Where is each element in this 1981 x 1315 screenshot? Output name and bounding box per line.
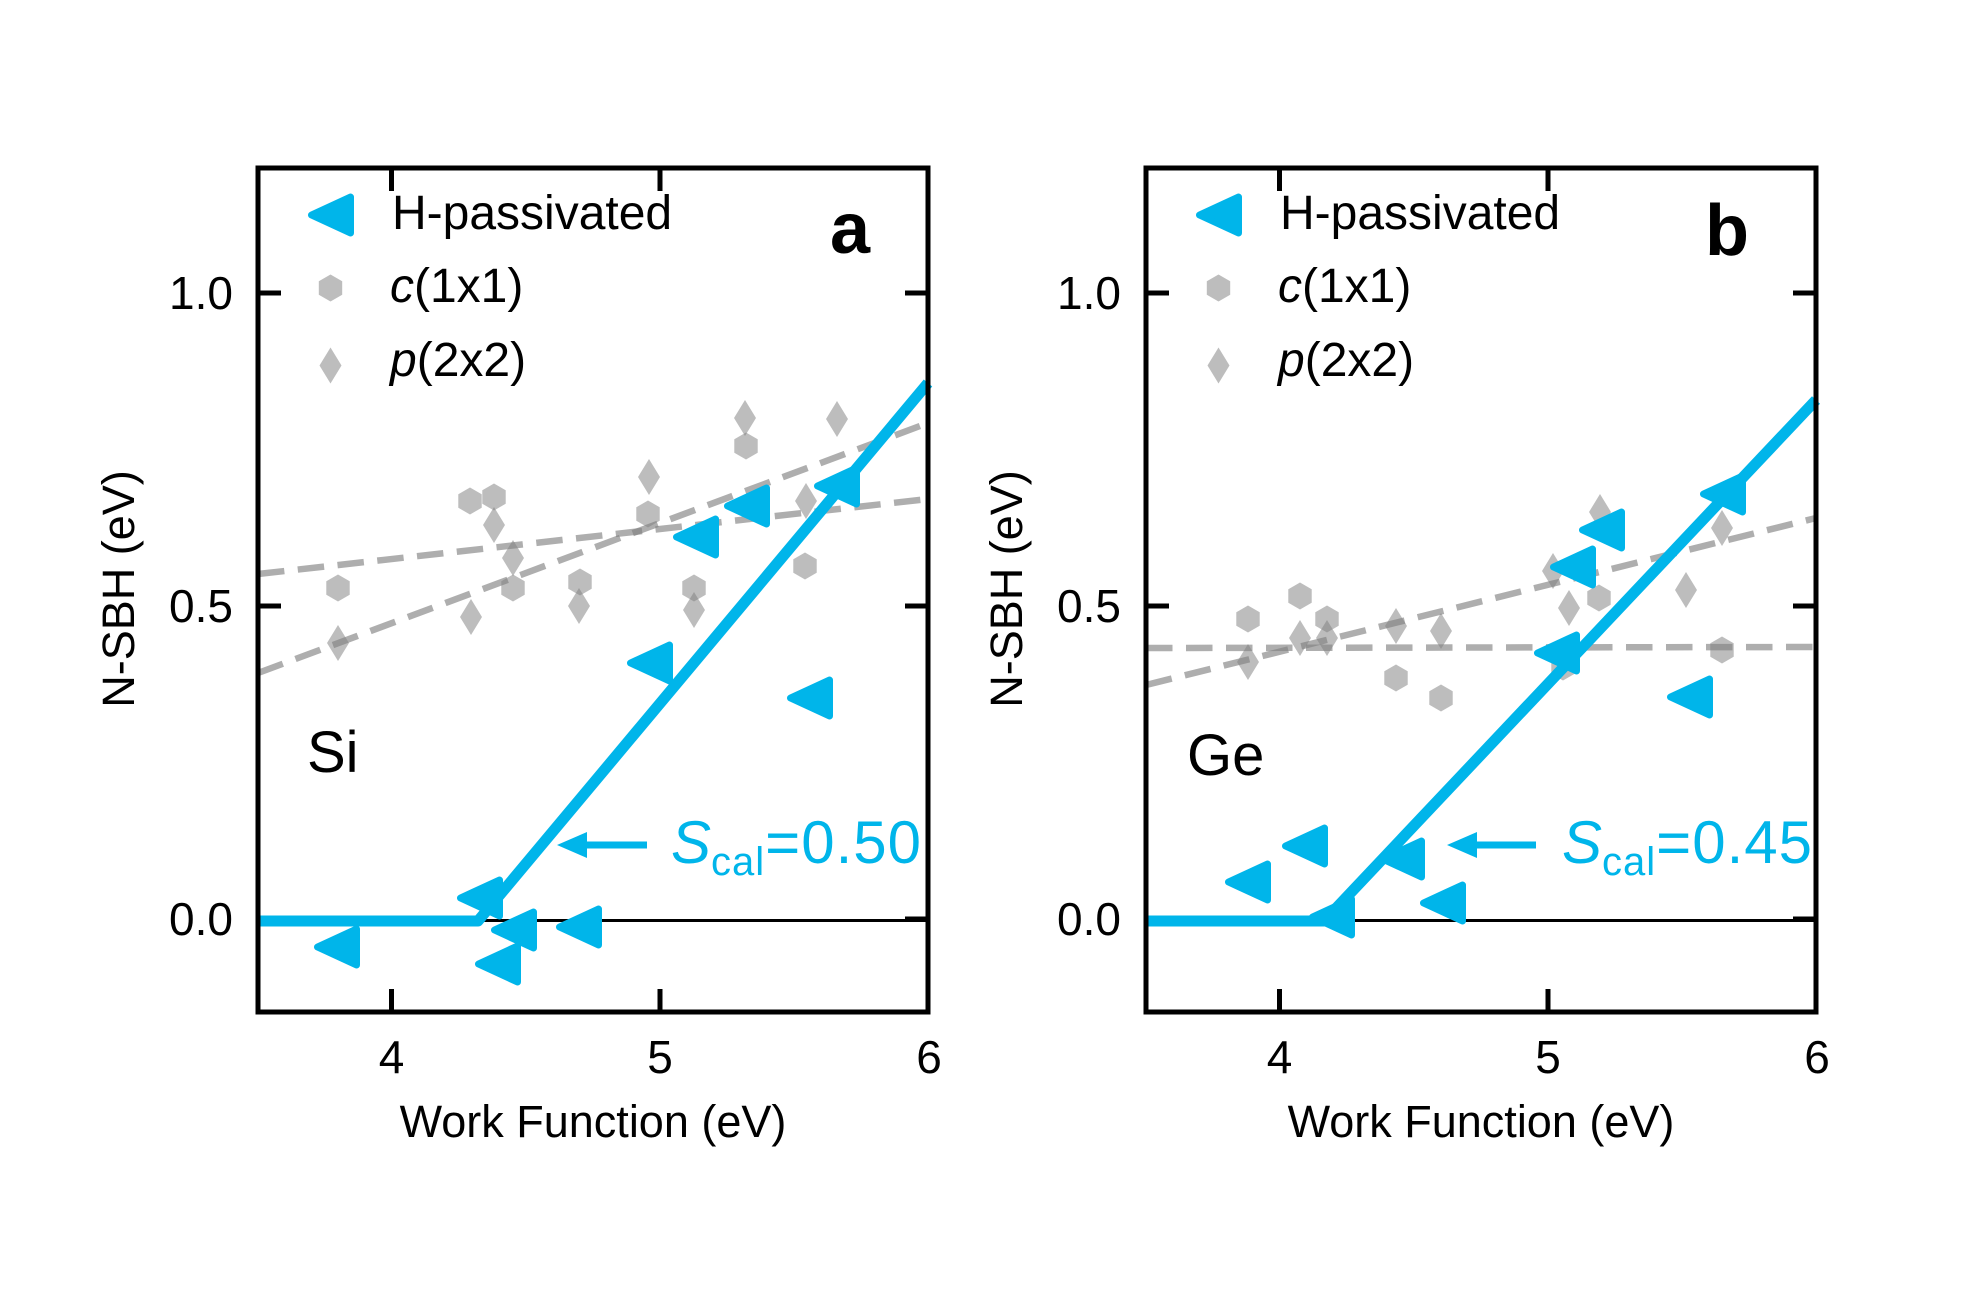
svg-text:4: 4	[379, 1031, 405, 1083]
svg-text:0.5: 0.5	[1057, 580, 1121, 632]
svg-text:0.0: 0.0	[169, 893, 233, 945]
svg-text:H-passivated: H-passivated	[392, 187, 672, 240]
svg-text:0.5: 0.5	[169, 580, 233, 632]
svg-text:Work Function (eV): Work Function (eV)	[1288, 1096, 1675, 1147]
svg-text:Work Function (eV): Work Function (eV)	[400, 1096, 787, 1147]
svg-text:c(1x1): c(1x1)	[1278, 260, 1411, 313]
svg-text:4: 4	[1267, 1031, 1293, 1083]
svg-text:1.0: 1.0	[1057, 267, 1121, 319]
svg-text:5: 5	[647, 1031, 673, 1083]
svg-text:a: a	[830, 189, 871, 269]
svg-text:Si: Si	[307, 720, 359, 785]
svg-text:6: 6	[1804, 1031, 1830, 1083]
svg-text:6: 6	[916, 1031, 942, 1083]
svg-text:N-SBH (eV): N-SBH (eV)	[981, 470, 1032, 708]
svg-text:b: b	[1705, 191, 1749, 271]
svg-text:Scal=0.45: Scal=0.45	[1562, 809, 1813, 884]
svg-text:0.0: 0.0	[1057, 893, 1121, 945]
svg-text:c(1x1): c(1x1)	[390, 260, 523, 313]
svg-text:1.0: 1.0	[169, 267, 233, 319]
svg-text:5: 5	[1535, 1031, 1561, 1083]
svg-text:Ge: Ge	[1187, 723, 1264, 788]
svg-text:p(2x2): p(2x2)	[1276, 334, 1414, 387]
svg-text:N-SBH (eV): N-SBH (eV)	[93, 470, 144, 708]
svg-text:Scal=0.50: Scal=0.50	[671, 809, 922, 884]
svg-text:p(2x2): p(2x2)	[388, 334, 526, 387]
svg-text:H-passivated: H-passivated	[1280, 187, 1560, 240]
